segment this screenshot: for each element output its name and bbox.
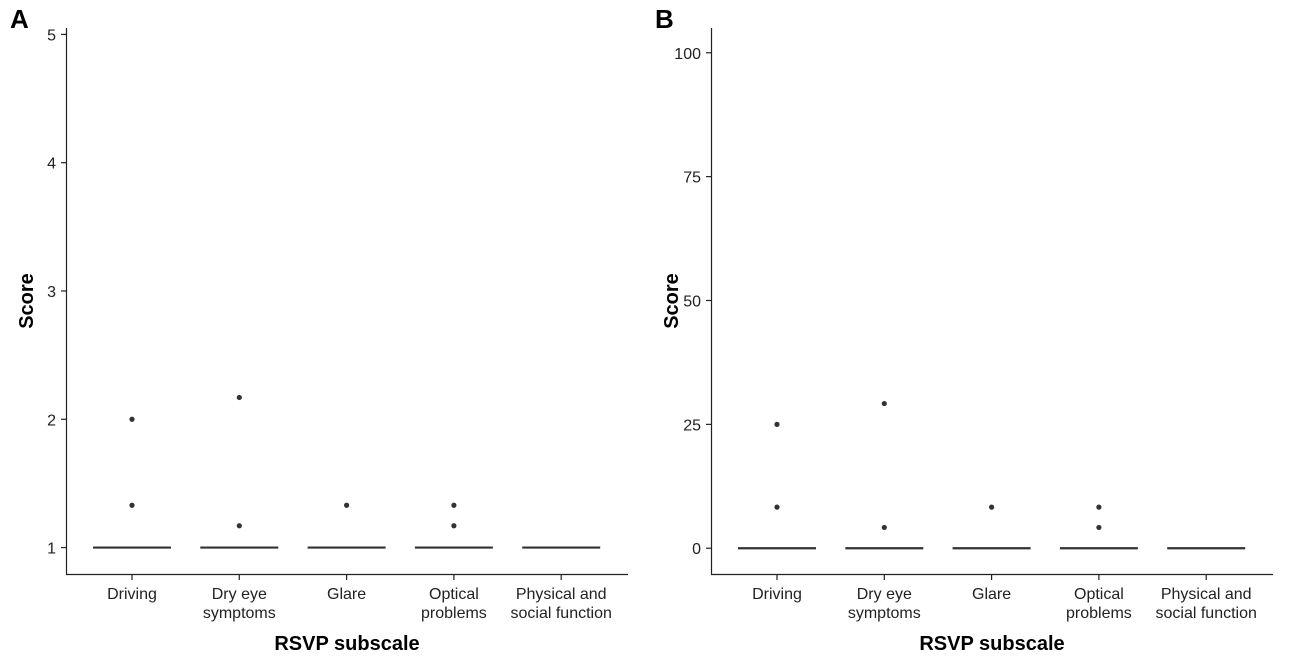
- panel-b-svg: B 0 25 50 75 100 Driving Dry eye symptoms Glare…: [655, 4, 1273, 655]
- panel-b-outlier-point: [989, 504, 995, 510]
- panel-a-y-tick-label: 3: [47, 284, 56, 301]
- panel-a-outlier-point: [236, 394, 242, 401]
- panel-a-outlier-point: [451, 523, 457, 529]
- panel-a-x-tick-label: Optical problems: [421, 586, 487, 622]
- panel-a-outlier-point: [129, 416, 135, 422]
- panel-b-x-tick-label: Dry eye symptoms: [848, 586, 921, 622]
- panel-b-outlier-point: [881, 524, 887, 531]
- panel-b-y-tick-label: 75: [683, 170, 701, 187]
- panel-b-chart: B 0 25 50 75 100 Driving Dry eye symptoms Glare…: [645, 0, 1289, 662]
- panel-a-x-tick-label: Driving: [107, 586, 157, 603]
- panel-a-y-tick-label: 4: [47, 156, 56, 173]
- panel-b-outlier-point: [1096, 524, 1102, 531]
- panel-b-y-axis-title: Score: [661, 273, 683, 329]
- panel-b-x-axis-title: RSVP subscale: [919, 633, 1064, 655]
- panel-a-outlier-point: [344, 502, 350, 508]
- panel-b-y-tick-label: 25: [683, 417, 701, 434]
- panel-a-x-tick-label: Glare: [327, 586, 366, 603]
- panel-b-outlier-point: [774, 421, 780, 427]
- panel-b-x-tick-label: Physical and social function: [1156, 586, 1257, 622]
- panel-a-y-ticks: 1 2 3 4 5: [47, 27, 66, 558]
- panel-a-y-tick-label: 2: [47, 412, 56, 429]
- panel-b-y-tick-label: 0: [692, 541, 701, 558]
- panel-b-outlier-point: [881, 400, 887, 407]
- panel-b-x-ticks: Driving Dry eye symptoms Glare Optical proble…: [752, 575, 1257, 622]
- panel-a-outlier-point: [236, 523, 242, 529]
- panel-a-y-tick-label: 1: [47, 541, 56, 558]
- panel-b-x-tick-label: Driving: [752, 586, 802, 603]
- panel-b-x-tick-label: Optical problems: [1066, 586, 1132, 622]
- panel-a-x-tick-label: Dry eye symptoms: [203, 586, 276, 622]
- panel-b-outlier-point: [774, 504, 780, 510]
- panel-b-x-tick-label: Glare: [972, 586, 1011, 603]
- panel-a-x-ticks: Driving Dry eye symptoms Glare Optical proble…: [107, 575, 612, 622]
- panel-b-outlier-point: [1096, 504, 1102, 510]
- panel-a-y-tick-label: 5: [47, 27, 56, 44]
- panel-a-x-axis-title: RSVP subscale: [274, 633, 419, 655]
- panel-a-outlier-point: [129, 502, 135, 508]
- panel-a-x-tick-label: Physical and social function: [511, 586, 612, 622]
- panel-b-outliers: [774, 400, 1102, 531]
- panel-a-chart: A 1 2 3 4 5 Driving Dry eye symptoms Glare Optic…: [0, 0, 644, 662]
- panel-b-y-ticks: 0 25 50 75 100: [674, 46, 711, 558]
- panel-b-y-tick-label: 50: [683, 294, 701, 311]
- panel-a-letter: A: [10, 4, 29, 34]
- panel-a-outlier-point: [451, 502, 457, 508]
- panel-a-y-axis-title: Score: [16, 273, 38, 329]
- panel-a-outliers: [129, 394, 457, 529]
- panel-a-svg: A 1 2 3 4 5 Driving Dry eye symptoms Glare Optic…: [10, 4, 628, 655]
- panel-b-letter: B: [655, 4, 674, 34]
- panel-b-y-tick-label: 100: [674, 46, 701, 63]
